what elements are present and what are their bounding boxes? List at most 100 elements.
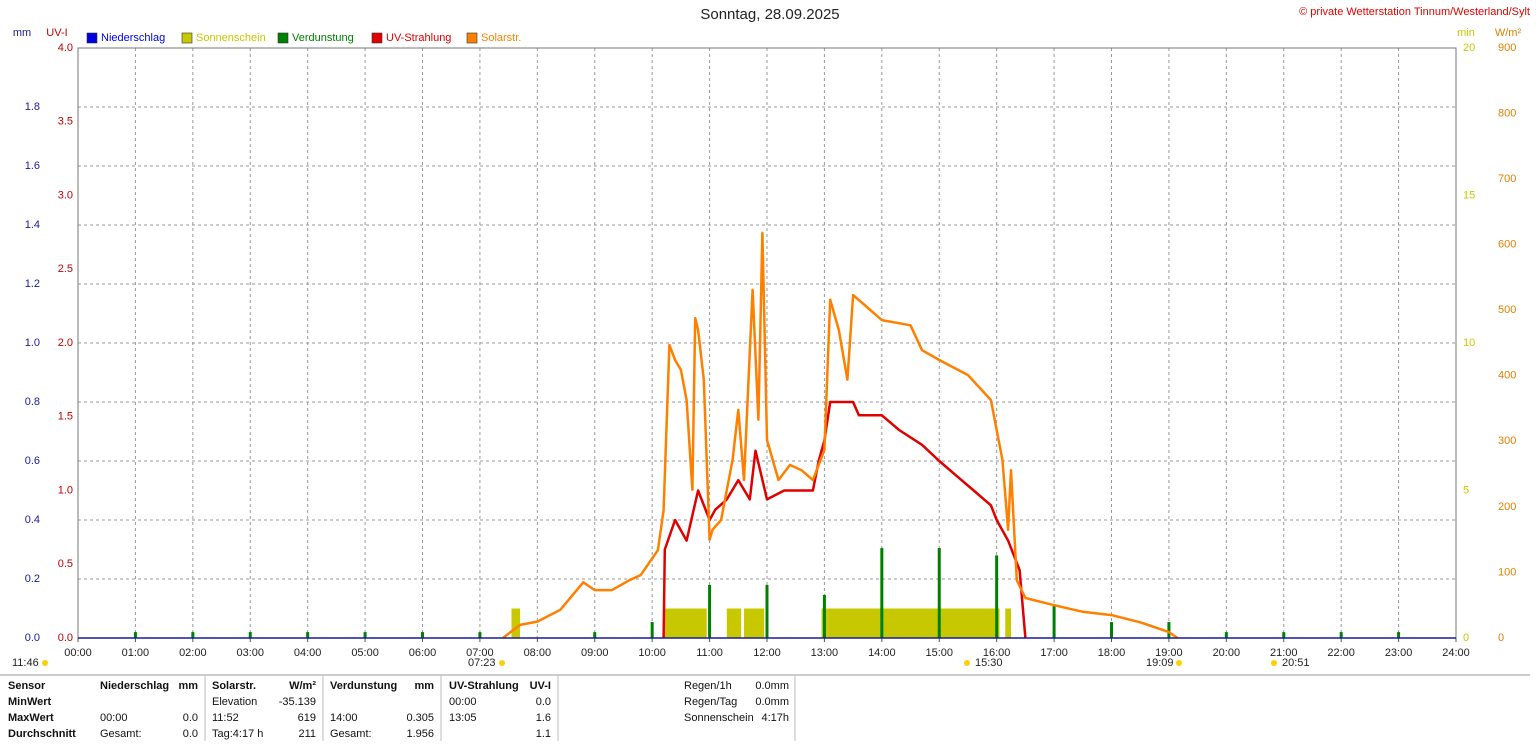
y-tick-label: 1.8 xyxy=(25,101,40,113)
evaporation-spike xyxy=(937,548,941,638)
y-tick-label: 1.6 xyxy=(25,160,40,172)
evaporation-spike xyxy=(1224,632,1228,638)
legend-label: Solarstr. xyxy=(481,32,521,44)
x-tick-label: 04:00 xyxy=(294,647,322,659)
side-label: Regen/1h xyxy=(684,680,732,692)
x-tick-label: 20:00 xyxy=(1213,647,1241,659)
evaporation-spike xyxy=(306,632,310,638)
y-tick-label: 3.0 xyxy=(58,189,73,201)
time-marker: 07:23 xyxy=(468,657,496,669)
table-cell: Durchschnitt xyxy=(8,728,76,740)
y-tick-label: 0 xyxy=(1498,632,1504,644)
evaporation-spike xyxy=(1052,605,1056,638)
evaporation-spike xyxy=(1397,632,1401,638)
table-cell: 13:05 xyxy=(449,712,477,724)
evaporation-spike xyxy=(1110,622,1113,638)
evaporation-spike xyxy=(133,632,137,638)
legend-swatch xyxy=(371,32,383,44)
y-tick-label: 4.0 xyxy=(58,42,73,54)
x-tick-label: 00:00 xyxy=(64,647,92,659)
side-value: 4:17h xyxy=(761,712,789,724)
y-tick-label: 1.5 xyxy=(58,411,73,423)
sun-marker xyxy=(499,660,505,666)
table-cell: Sensor xyxy=(8,680,46,692)
x-tick-label: 01:00 xyxy=(122,647,150,659)
x-tick-label: 22:00 xyxy=(1327,647,1355,659)
table-cell: Niederschlag xyxy=(100,680,169,692)
axis-title: UV-I xyxy=(46,27,67,39)
x-tick-label: 12:00 xyxy=(753,647,781,659)
table-cell: -35.139 xyxy=(279,696,316,708)
y-tick-label: 200 xyxy=(1498,501,1516,513)
axis-title: W/m² xyxy=(1495,27,1522,39)
y-tick-label: 400 xyxy=(1498,370,1516,382)
y-tick-label: 300 xyxy=(1498,435,1516,447)
y-tick-label: 20 xyxy=(1463,42,1475,54)
axis-title: mm xyxy=(13,27,31,39)
table-cell: 14:00 xyxy=(330,712,358,724)
evaporation-spike xyxy=(995,555,999,638)
table-cell: 00:00 xyxy=(100,712,128,724)
y-tick-label: 0.0 xyxy=(58,632,73,644)
time-marker: 15:30 xyxy=(975,657,1003,669)
table-cell: 00:00 xyxy=(449,696,477,708)
sunshine-bar xyxy=(744,608,765,638)
legend-label: Niederschlag xyxy=(101,32,165,44)
table-cell: Gesamt: xyxy=(100,728,142,740)
y-tick-label: 900 xyxy=(1498,42,1516,54)
x-tick-label: 10:00 xyxy=(638,647,666,659)
legend-swatch xyxy=(181,32,193,44)
sun-marker xyxy=(964,660,970,666)
evaporation-spike xyxy=(248,632,252,638)
table-cell: MinWert xyxy=(8,696,52,708)
y-tick-label: 800 xyxy=(1498,107,1516,119)
evaporation-spike xyxy=(1282,632,1286,638)
table-cell: 0.0 xyxy=(183,712,198,724)
time-marker: 20:51 xyxy=(1282,657,1310,669)
side-value: 0.0mm xyxy=(755,696,789,708)
x-tick-label: 14:00 xyxy=(868,647,896,659)
y-tick-label: 5 xyxy=(1463,484,1469,496)
evaporation-spike xyxy=(650,622,654,638)
evaporation-spike xyxy=(708,584,712,638)
evaporation-spike xyxy=(880,548,884,638)
table-cell: MaxWert xyxy=(8,712,54,724)
table-cell: 0.305 xyxy=(406,712,434,724)
legend-swatch xyxy=(277,32,289,44)
table-cell: 1.6 xyxy=(536,712,551,724)
y-tick-label: 0.4 xyxy=(25,514,40,526)
x-tick-label: 19:00 xyxy=(1155,647,1183,659)
x-tick-label: 09:00 xyxy=(581,647,609,659)
y-tick-label: 600 xyxy=(1498,239,1516,251)
x-tick-label: 11:00 xyxy=(696,647,723,659)
side-value: 0.0mm xyxy=(755,680,789,692)
table-cell: mm xyxy=(414,680,434,692)
x-tick-label: 08:00 xyxy=(524,647,552,659)
x-tick-label: 18:00 xyxy=(1098,647,1126,659)
x-tick-label: 05:00 xyxy=(351,647,379,659)
y-tick-label: 500 xyxy=(1498,304,1516,316)
x-tick-label: 17:00 xyxy=(1040,647,1068,659)
table-cell: Elevation xyxy=(212,696,257,708)
credit: © private Wetterstation Tinnum/Westerlan… xyxy=(1299,6,1530,18)
x-tick-label: 13:00 xyxy=(811,647,839,659)
y-tick-label: 1.0 xyxy=(25,337,40,349)
table-cell: 1.956 xyxy=(406,728,434,740)
y-tick-label: 1.0 xyxy=(58,484,73,496)
y-tick-label: 3.5 xyxy=(58,116,73,128)
table-cell: Solarstr. xyxy=(212,680,256,692)
evaporation-spike xyxy=(363,632,367,638)
table-cell: Gesamt: xyxy=(330,728,372,740)
axis-title: min xyxy=(1457,27,1475,39)
table-cell: W/m² xyxy=(289,680,316,692)
sun-marker xyxy=(42,660,48,666)
y-tick-label: 1.2 xyxy=(25,278,40,290)
evaporation-spike xyxy=(1167,622,1171,638)
table-cell: 0.0 xyxy=(536,696,551,708)
evaporation-spike xyxy=(765,584,769,638)
legend-swatch xyxy=(466,32,478,44)
sun-marker xyxy=(1271,660,1277,666)
table-cell: 0.0 xyxy=(183,728,198,740)
y-tick-label: 10 xyxy=(1463,337,1475,349)
